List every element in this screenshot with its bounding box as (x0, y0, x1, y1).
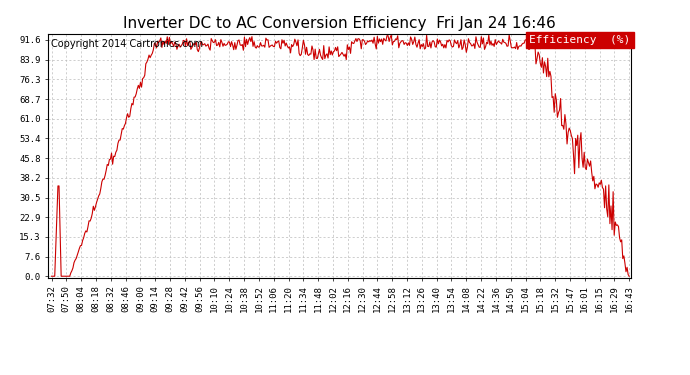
Title: Inverter DC to AC Conversion Efficiency  Fri Jan 24 16:46: Inverter DC to AC Conversion Efficiency … (124, 16, 556, 31)
Text: Efficiency  (%): Efficiency (%) (529, 35, 630, 45)
Text: Copyright 2014 Cartronics.com: Copyright 2014 Cartronics.com (51, 39, 204, 49)
